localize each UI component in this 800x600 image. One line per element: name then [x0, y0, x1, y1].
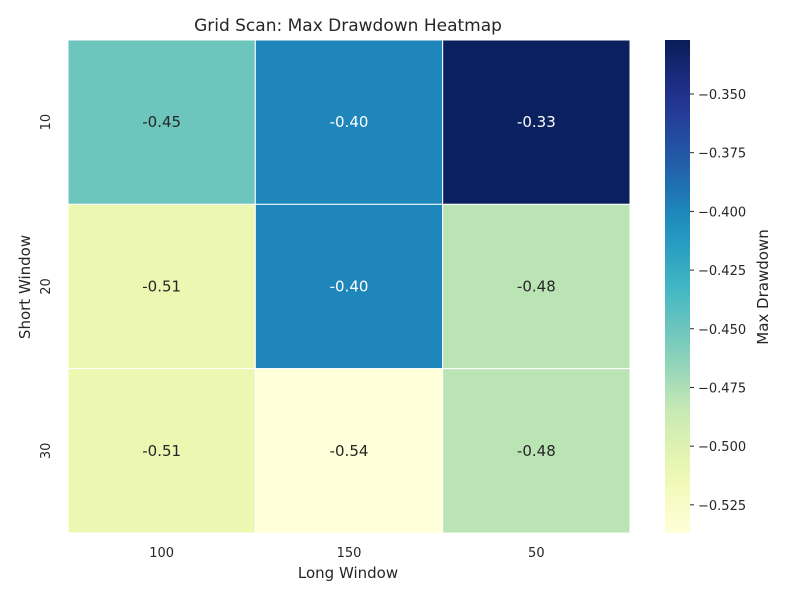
- cell-value-label: -0.48: [517, 278, 556, 296]
- cell-value-label: -0.54: [330, 442, 369, 460]
- y-tick-label: 20: [39, 278, 54, 295]
- x-tick-labels: 100 150 50: [149, 546, 544, 561]
- x-tick-label: 100: [149, 546, 174, 561]
- colorbar-gradient: [665, 40, 690, 533]
- cell-value-label: -0.45: [142, 113, 181, 131]
- y-tick-labels: 10 20 30: [39, 114, 54, 459]
- x-tick-label: 50: [528, 546, 545, 561]
- colorbar-tick-label: −0.400: [698, 205, 746, 220]
- y-tick-label: 30: [39, 443, 54, 460]
- cell-value-label: -0.40: [330, 113, 369, 131]
- colorbar-tick-label: −0.450: [698, 323, 746, 338]
- y-axis-label: Short Window: [16, 235, 34, 339]
- colorbar-label: Max Drawdown: [754, 229, 772, 344]
- colorbar-tick-label: −0.525: [698, 499, 746, 514]
- colorbar: −0.350 −0.375 −0.400 −0.425 −0.450 −0.475 −0.5…: [665, 40, 746, 533]
- y-tick-label: 10: [39, 114, 54, 131]
- cell-value-label: -0.51: [142, 278, 181, 296]
- colorbar-tick-label: −0.375: [698, 147, 746, 162]
- cell-value-label: -0.40: [330, 278, 369, 296]
- colorbar-tick-label: −0.500: [698, 440, 746, 455]
- cell-value-label: -0.48: [517, 442, 556, 460]
- colorbar-tick-label: −0.350: [698, 88, 746, 103]
- cell-value-label: -0.33: [517, 113, 556, 131]
- chart-title: Grid Scan: Max Drawdown Heatmap: [194, 16, 502, 36]
- heatmap-cells: -0.45 -0.40 -0.33 -0.51 -0.40 -0.48 -0.51 -0.54…: [68, 40, 630, 533]
- colorbar-tick-label: −0.475: [698, 381, 746, 396]
- cell-value-label: -0.51: [142, 442, 181, 460]
- colorbar-tick-label: −0.425: [698, 264, 746, 279]
- x-axis-label: Long Window: [298, 564, 398, 582]
- x-tick-label: 150: [337, 546, 362, 561]
